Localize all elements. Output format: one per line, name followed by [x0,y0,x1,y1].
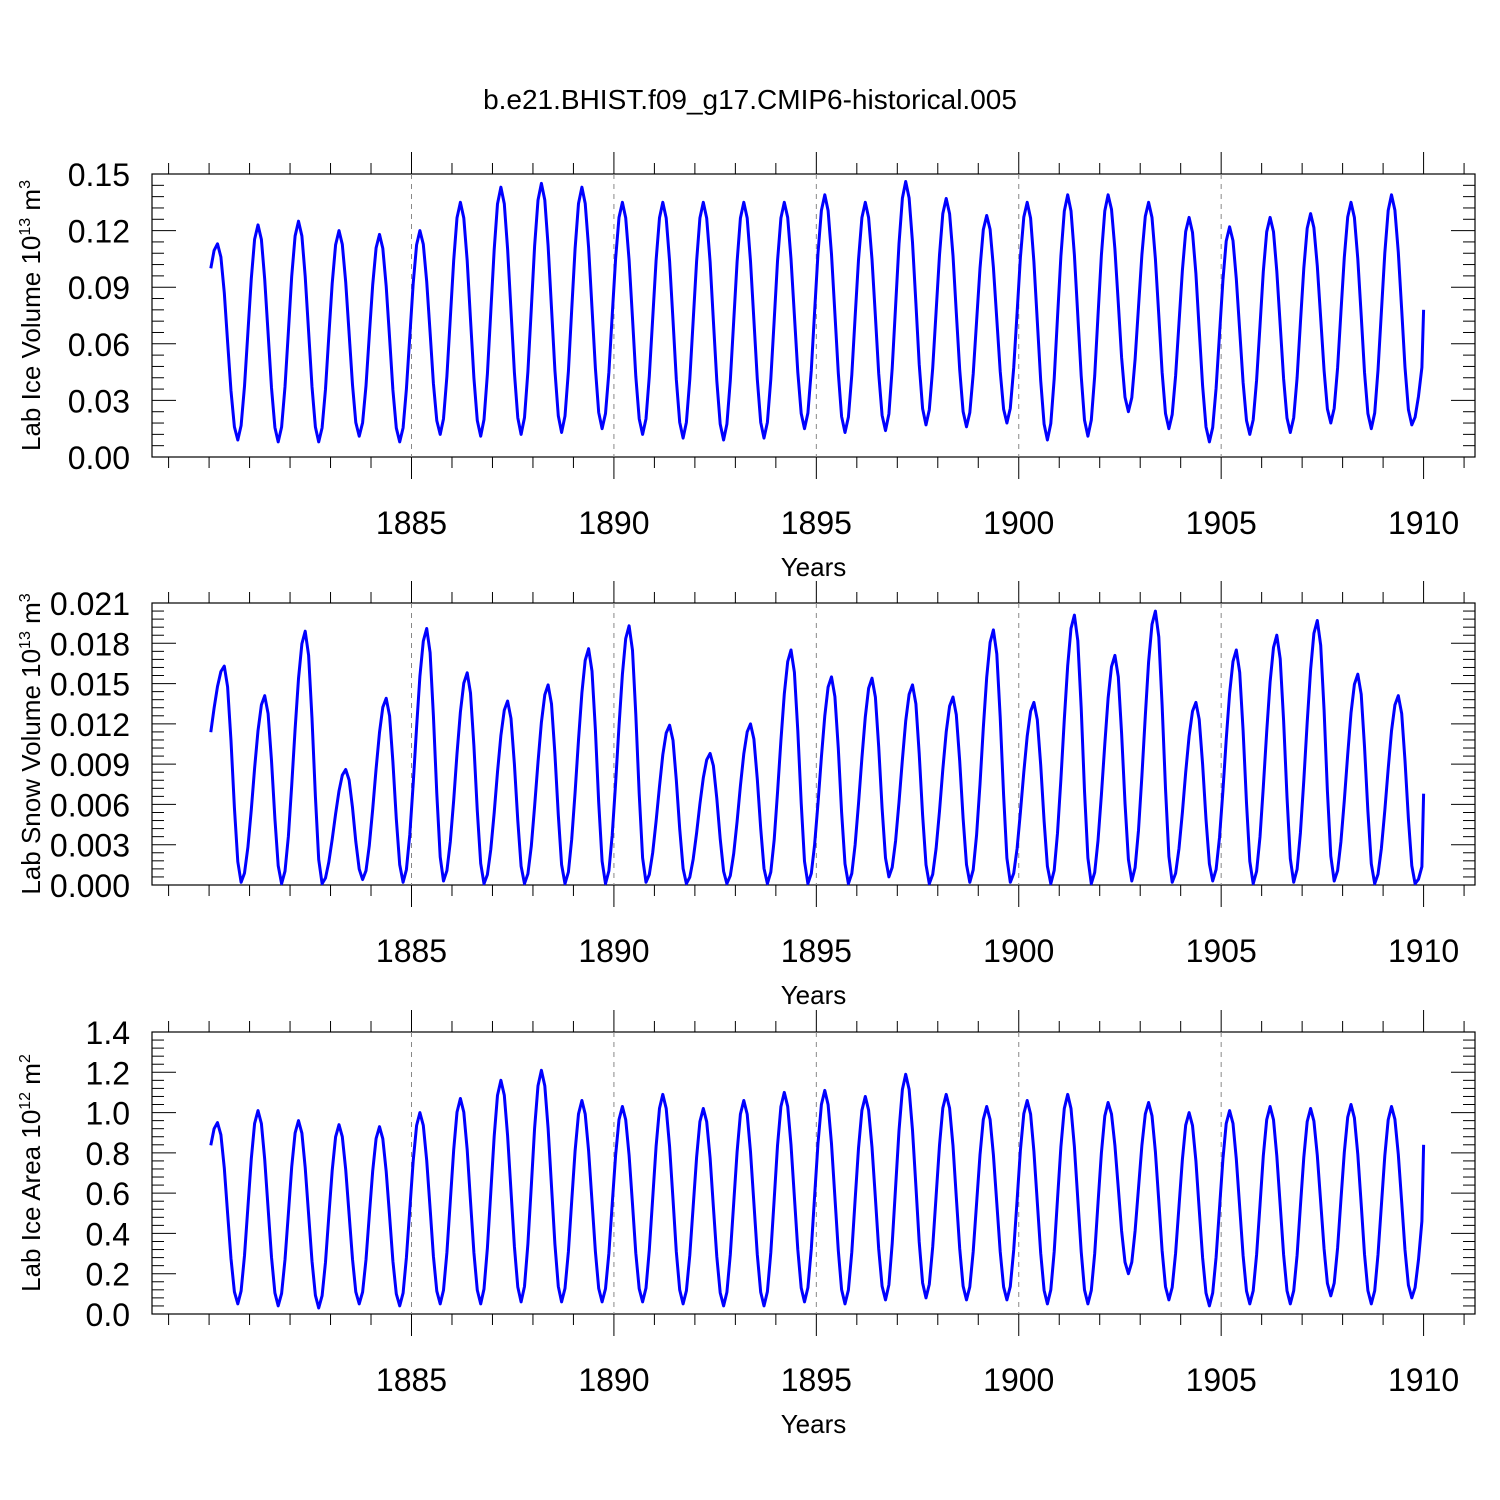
y-tick-label: 0.012 [50,707,130,743]
x-tick-label-1890: 1890 [578,933,649,969]
y-tick-label: 0.03 [68,383,130,419]
panel-2: 1885 1890 1895 1900 1905 1910 Years 0.000 0.003 0… [16,581,1476,1010]
y-tick-label: 0.09 [68,270,130,306]
x-tick-label-1905: 1905 [1186,505,1257,541]
panel-1: 1885 1890 1895 1900 1905 1910 Years 0.00 0.03 0.0… [16,152,1476,582]
y-tick-label: 0.018 [50,626,130,662]
x-axis-label: Years [781,552,847,582]
x-tick-label-1910: 1910 [1388,933,1459,969]
x-tick-label-1910: 1910 [1388,505,1459,541]
x-tick-label-1900: 1900 [983,933,1054,969]
series-line-1 [209,180,1426,444]
x-tick-label-1885: 1885 [376,505,447,541]
x-axis-label: Years [781,1409,847,1439]
plot-frame [151,173,1476,458]
y-tick-label: 0.12 [68,214,130,250]
x-tick-label-1890: 1890 [578,1362,649,1398]
y-tick-label: 0.009 [50,747,130,783]
y-tick-label: 0.006 [50,787,130,823]
y-tick-label: 0.00 [68,440,130,476]
y-tick-label: 0.6 [86,1176,130,1212]
series-line-1 [209,609,1426,886]
x-tick-label-1905: 1905 [1186,1362,1257,1398]
y-tick-label: 1.4 [86,1015,130,1051]
x-axis-label: Years [781,980,847,1010]
y-tick-label: 0.15 [68,157,130,193]
x-tick-label-1905: 1905 [1186,933,1257,969]
y-tick-label: 0.000 [50,868,130,904]
y-tick-label: 0.8 [86,1136,130,1172]
y-axis-label: Lab Ice Volume 1013 m3 [16,180,46,451]
plot-frame [151,602,1476,886]
x-tick-label-1890: 1890 [578,505,649,541]
y-tick-label: 0.2 [86,1257,130,1293]
y-tick-label: 0.06 [68,327,130,363]
y-axis-label: Lab Snow Volume 1013 m3 [16,593,46,894]
y-tick-label: 0.015 [50,667,130,703]
plot-frame [151,1031,1476,1315]
series-line-1 [209,1068,1426,1310]
y-tick-label: 0.021 [50,586,130,622]
x-tick-label-1895: 1895 [781,933,852,969]
panel-3: 1885 1890 1895 1900 1905 1910 Years 0.0 0.2 0.4 0.… [16,1010,1476,1439]
y-tick-label: 0.0 [86,1297,130,1333]
y-tick-label: 0.003 [50,828,130,864]
y-axis-label: Lab Ice Area 1012 m2 [16,1054,46,1292]
x-tick-label-1910: 1910 [1388,1362,1459,1398]
chart-title: b.e21.BHIST.f09_g17.CMIP6-historical.005 [483,84,1017,115]
x-tick-label-1885: 1885 [376,1362,447,1398]
x-tick-label-1895: 1895 [781,505,852,541]
y-tick-label: 0.4 [86,1216,130,1252]
x-tick-label-1895: 1895 [781,1362,852,1398]
y-tick-label: 1.2 [86,1055,130,1091]
x-tick-label-1885: 1885 [376,933,447,969]
x-tick-label-1900: 1900 [983,505,1054,541]
x-tick-label-1900: 1900 [983,1362,1054,1398]
y-tick-label: 1.0 [86,1096,130,1132]
